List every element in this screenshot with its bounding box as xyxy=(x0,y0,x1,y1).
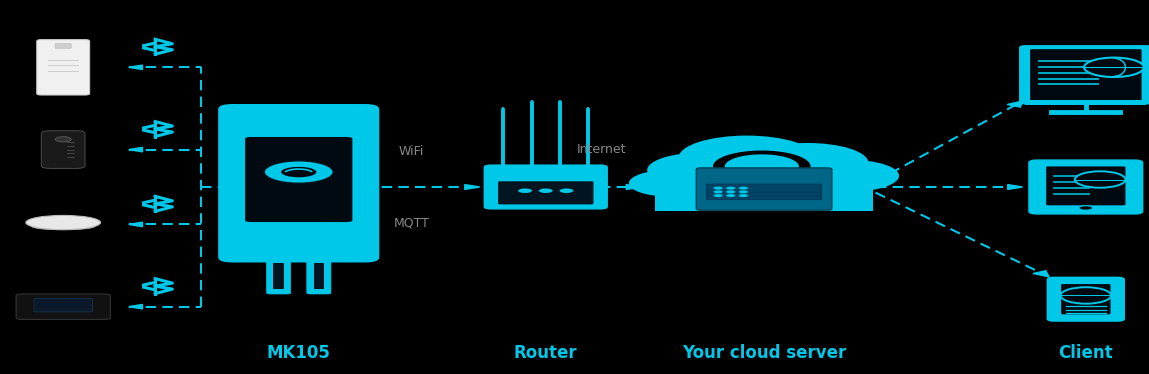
FancyBboxPatch shape xyxy=(37,40,90,95)
Circle shape xyxy=(1074,171,1125,188)
Circle shape xyxy=(739,194,748,197)
Circle shape xyxy=(726,187,735,190)
Circle shape xyxy=(1061,287,1111,304)
Circle shape xyxy=(712,150,810,183)
Circle shape xyxy=(264,161,333,183)
FancyBboxPatch shape xyxy=(307,256,331,294)
Circle shape xyxy=(629,170,711,197)
Circle shape xyxy=(801,160,899,192)
FancyBboxPatch shape xyxy=(707,191,822,200)
Text: Client: Client xyxy=(1058,344,1113,362)
Polygon shape xyxy=(129,304,142,309)
Circle shape xyxy=(280,166,317,178)
FancyBboxPatch shape xyxy=(245,136,353,223)
FancyBboxPatch shape xyxy=(64,301,86,312)
Circle shape xyxy=(714,187,723,190)
FancyBboxPatch shape xyxy=(498,181,593,204)
Circle shape xyxy=(725,154,799,178)
Text: Router: Router xyxy=(514,344,578,362)
Polygon shape xyxy=(1008,185,1023,190)
Polygon shape xyxy=(626,185,641,190)
FancyBboxPatch shape xyxy=(1028,160,1142,214)
Text: MK105: MK105 xyxy=(267,344,331,362)
Circle shape xyxy=(678,136,815,180)
Circle shape xyxy=(726,190,735,193)
FancyBboxPatch shape xyxy=(314,263,324,289)
FancyBboxPatch shape xyxy=(40,301,62,312)
FancyBboxPatch shape xyxy=(273,263,284,289)
FancyBboxPatch shape xyxy=(16,294,110,319)
Circle shape xyxy=(647,153,755,188)
Polygon shape xyxy=(129,222,142,227)
Circle shape xyxy=(55,137,71,142)
Circle shape xyxy=(518,188,532,193)
Circle shape xyxy=(739,190,748,193)
Polygon shape xyxy=(129,147,142,152)
Text: Your cloud server: Your cloud server xyxy=(683,344,846,362)
FancyBboxPatch shape xyxy=(1047,278,1124,321)
Circle shape xyxy=(739,187,748,190)
FancyBboxPatch shape xyxy=(655,178,873,211)
Circle shape xyxy=(1079,206,1093,210)
FancyBboxPatch shape xyxy=(707,184,822,192)
FancyBboxPatch shape xyxy=(1025,100,1146,105)
Text: WiFi: WiFi xyxy=(399,145,424,158)
FancyBboxPatch shape xyxy=(484,165,607,209)
FancyBboxPatch shape xyxy=(1030,49,1141,100)
Text: MQTT: MQTT xyxy=(393,216,430,229)
FancyBboxPatch shape xyxy=(1061,284,1110,314)
Polygon shape xyxy=(1033,271,1049,277)
FancyBboxPatch shape xyxy=(1046,166,1125,205)
Text: Internet: Internet xyxy=(577,143,626,156)
Ellipse shape xyxy=(31,223,95,230)
Polygon shape xyxy=(1008,101,1023,107)
Circle shape xyxy=(1084,58,1143,77)
Circle shape xyxy=(539,188,553,193)
FancyBboxPatch shape xyxy=(267,256,291,294)
FancyBboxPatch shape xyxy=(218,105,378,262)
FancyBboxPatch shape xyxy=(55,44,71,48)
Polygon shape xyxy=(464,185,479,190)
Ellipse shape xyxy=(25,215,100,230)
Circle shape xyxy=(714,190,723,193)
Circle shape xyxy=(747,143,869,183)
FancyBboxPatch shape xyxy=(707,188,822,196)
FancyBboxPatch shape xyxy=(41,131,85,168)
Circle shape xyxy=(726,194,735,197)
FancyBboxPatch shape xyxy=(696,168,832,210)
Circle shape xyxy=(560,188,573,193)
FancyBboxPatch shape xyxy=(1019,46,1149,104)
Polygon shape xyxy=(129,65,142,70)
Circle shape xyxy=(714,194,723,197)
FancyBboxPatch shape xyxy=(34,298,92,312)
